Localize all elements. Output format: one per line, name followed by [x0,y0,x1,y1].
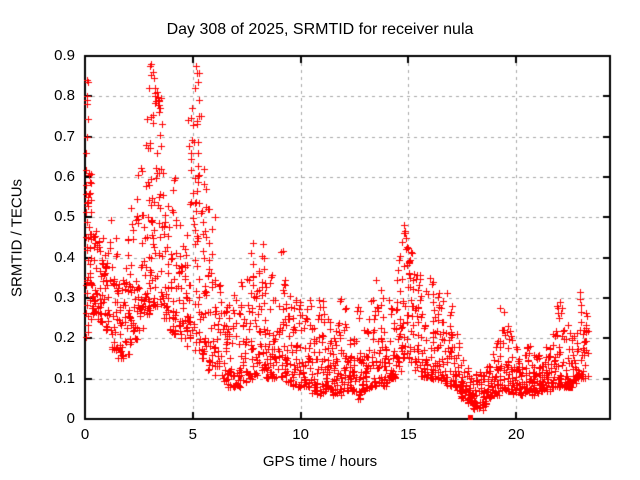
y-tick-label: 0.8 [54,87,75,105]
chart-title: Day 308 of 2025, SRMTID for receiver nul… [166,21,474,38]
x-tick-label: 20 [507,426,525,443]
y-tick-label: 0.4 [54,248,75,266]
y-tick-label: 0.1 [54,369,75,387]
y-tick-label: 0 [66,409,75,427]
y-tick-label: 0.2 [54,329,75,347]
y-tick-label: 0.7 [54,127,75,145]
x-tick-label: 15 [400,426,417,443]
y-tick-label: 0.5 [54,208,75,226]
y-tick-label: 0.9 [54,46,75,64]
y-tick-label: 0.6 [54,167,75,185]
x-tick-label: 0 [80,426,90,443]
x-axis-label: GPS time / hours [262,453,378,470]
x-tick-label: 5 [188,426,197,443]
y-tick-label: 0.3 [54,288,75,306]
x-tick-label: 10 [292,426,309,443]
y-axis-label: SRMTID / TECUs [8,178,26,298]
